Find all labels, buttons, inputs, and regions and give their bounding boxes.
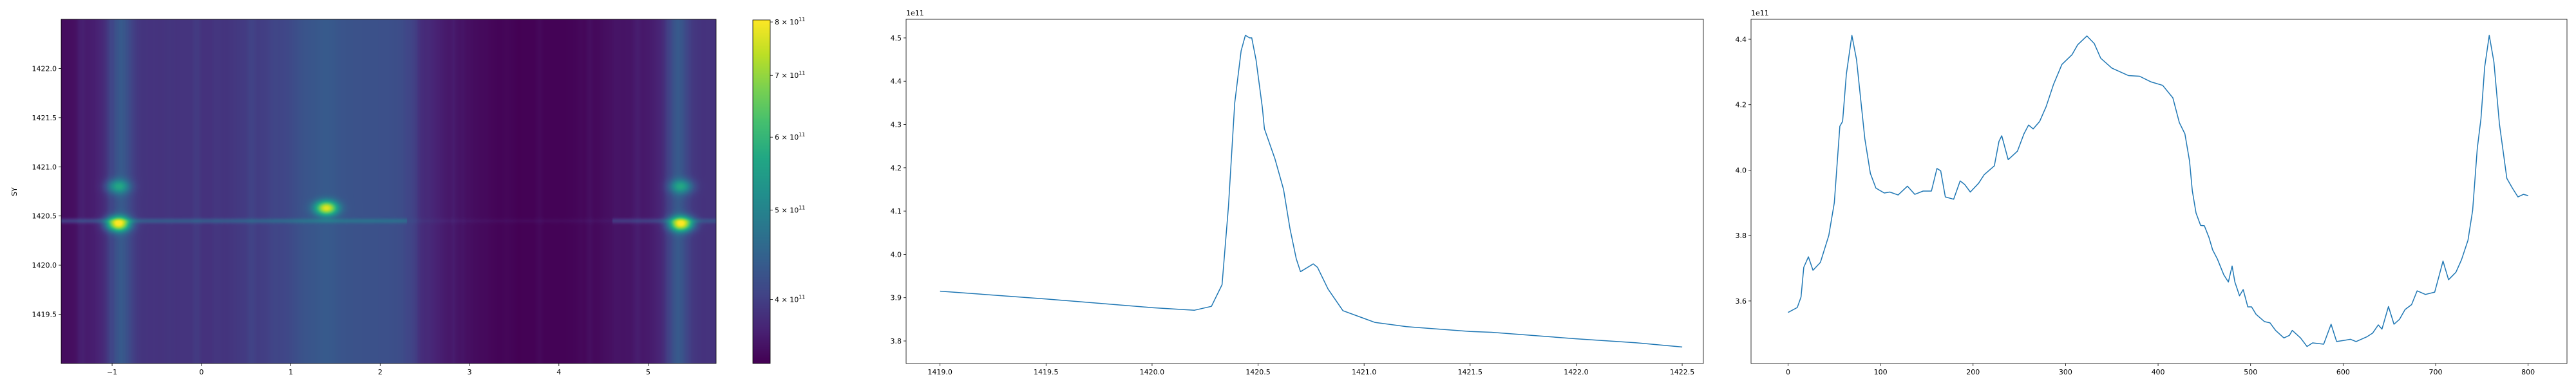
colorbar-tick-label: 8 × 1011 (775, 17, 805, 26)
heatmap-ylabel: SY (10, 187, 19, 196)
x-tick-label: 1422.5 (1670, 368, 1695, 376)
x-tick-label: 800 (2521, 368, 2535, 376)
y-tick-label: 1422.0 (32, 64, 57, 73)
y-tick-label: 4.4 (891, 77, 902, 86)
y-tick-label: 4.1 (891, 207, 902, 216)
x-tick-label: 3 (468, 368, 472, 376)
y-tick-label: 3.8 (891, 337, 902, 345)
y-tick-label: 4.3 (891, 121, 902, 129)
x-tick-label: 700 (2429, 368, 2443, 376)
x-tick-label: 400 (2152, 368, 2165, 376)
x-tick-label: 2 (378, 368, 383, 376)
line2-offset-text: 1e11 (1751, 9, 1769, 17)
x-tick-label: 1419.0 (927, 368, 952, 376)
x-tick-label: 1421.0 (1352, 368, 1377, 376)
y-tick-label: 1420.5 (32, 212, 57, 221)
x-tick-label: 500 (2244, 368, 2257, 376)
x-tick-label: 1422.0 (1564, 368, 1589, 376)
x-tick-label: 1420.0 (1140, 368, 1165, 376)
x-tick-label: 300 (2059, 368, 2072, 376)
x-tick-label: 100 (1874, 368, 1888, 376)
y-tick-label: 3.9 (891, 294, 902, 302)
x-tick-label: 600 (2336, 368, 2350, 376)
y-tick-label: 4.4 (1736, 35, 1747, 44)
colorbar-tick-label: 5 × 1011 (775, 205, 805, 215)
y-tick-label: 4.0 (891, 250, 902, 259)
axes-frame (905, 19, 1704, 364)
y-tick-label: 1421.5 (32, 114, 57, 122)
y-tick-label: 4.5 (891, 34, 902, 42)
y-tick-label: 1419.5 (32, 311, 57, 319)
x-tick-label: 1419.5 (1034, 368, 1059, 376)
heatmap-image (61, 19, 716, 363)
y-tick-label: 1420.0 (32, 261, 57, 270)
x-tick-label: 4 (556, 368, 561, 376)
colorbar-gradient (753, 20, 770, 363)
y-tick-label: 4.2 (1736, 101, 1747, 109)
x-tick-label: 1421.5 (1458, 368, 1483, 376)
colorbar-tick-label: 7 × 1011 (775, 70, 805, 80)
series-line (1788, 35, 2528, 347)
colorbar-frame (752, 19, 771, 364)
colorbar-tick-label: 4 × 1011 (775, 295, 805, 304)
y-tick-label: 4.2 (891, 164, 902, 172)
axes-frame (61, 19, 717, 364)
line1-offset-text: 1e11 (906, 9, 924, 17)
x-tick-label: 1420.5 (1245, 368, 1271, 376)
series-line (940, 35, 1683, 348)
y-tick-label: 3.6 (1736, 297, 1747, 306)
x-tick-label: 5 (646, 368, 650, 376)
x-tick-label: −1 (107, 368, 117, 376)
colorbar-tick-label: 6 × 1011 (775, 132, 805, 142)
x-tick-label: 1 (289, 368, 293, 376)
y-tick-label: 3.8 (1736, 232, 1747, 240)
axes-frame (1750, 19, 2568, 364)
x-tick-label: 0 (1786, 368, 1790, 376)
x-tick-label: 200 (1966, 368, 1980, 376)
y-tick-label: 4.0 (1736, 166, 1747, 174)
x-tick-label: 0 (199, 368, 204, 376)
y-tick-label: 1421.0 (32, 163, 57, 171)
